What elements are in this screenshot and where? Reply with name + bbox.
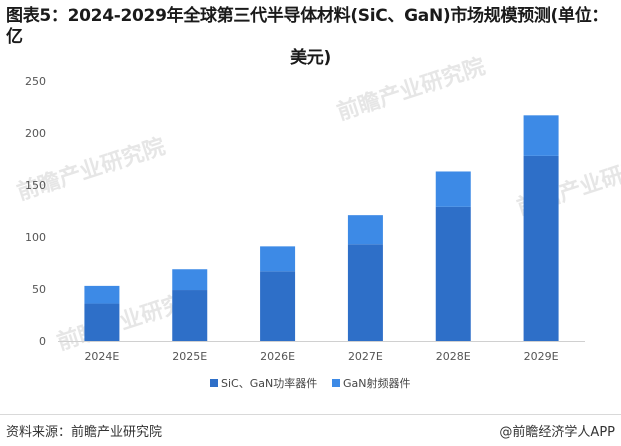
legend-swatch-power <box>210 379 218 387</box>
bar-segment-power <box>172 290 208 341</box>
title-line-2: 美元) <box>290 48 331 68</box>
x-tick-label: 2025E <box>172 350 207 363</box>
x-tick-label: 2029E <box>524 350 559 363</box>
legend-label-rf: GaN射频器件 <box>343 376 411 390</box>
bar-segment-rf <box>523 115 559 156</box>
legend-label-power: SiC、GaN功率器件 <box>221 376 317 390</box>
y-tick-label: 250 <box>25 75 46 88</box>
bar-segment-power <box>435 206 471 341</box>
footer: 资料来源：前瞻产业研究院 @前瞻经济学人APP <box>0 414 621 446</box>
y-tick-label: 50 <box>32 283 46 296</box>
bar-segment-power <box>84 303 120 341</box>
y-tick-label: 150 <box>25 179 46 192</box>
brand-text: @前瞻经济学人APP <box>499 425 615 440</box>
bar-segment-power <box>260 271 296 341</box>
y-tick-label: 0 <box>39 335 46 348</box>
y-tick-label: 200 <box>25 127 46 140</box>
x-tick-label: 2027E <box>348 350 383 363</box>
source-text: 资料来源：前瞻产业研究院 <box>6 425 163 440</box>
bar-segment-rf <box>172 269 208 291</box>
x-tick-label: 2026E <box>260 350 295 363</box>
bar-segment-rf <box>84 285 120 304</box>
title-line-1: 图表5：2024-2029年全球第三代半导体材料(SiC、GaN)市场规模预测(… <box>6 6 609 47</box>
legend-swatch-rf <box>332 379 340 387</box>
bar-segment-power <box>523 155 559 341</box>
x-tick-label: 2024E <box>84 350 119 363</box>
bar-segment-rf <box>347 215 383 245</box>
watermark-text: 前瞻产业研究院 <box>334 53 489 125</box>
bars <box>84 115 559 341</box>
legend: SiC、GaN功率器件 GaN射频器件 <box>210 376 411 390</box>
bar-segment-power <box>347 244 383 341</box>
bar-segment-rf <box>260 246 296 272</box>
y-axis: 0 50 100 150 200 250 <box>25 75 46 348</box>
watermark-text: 前瞻产业研究院 <box>14 133 169 205</box>
x-tick-label: 2028E <box>436 350 471 363</box>
chart-title: 图表5：2024-2029年全球第三代半导体材料(SiC、GaN)市场规模预测(… <box>6 6 615 69</box>
bar-segment-rf <box>435 171 471 207</box>
y-tick-label: 100 <box>25 231 46 244</box>
x-axis: 2024E 2025E 2026E 2027E 2028E 2029E <box>58 341 585 363</box>
